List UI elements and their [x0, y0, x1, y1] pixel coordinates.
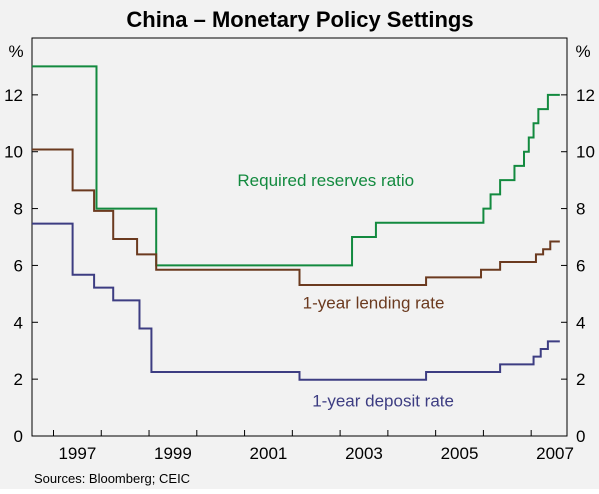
y-tick-label-left: 0	[14, 427, 23, 446]
y-axis-unit-right: %	[575, 42, 590, 61]
y-tick-label-left: 2	[14, 370, 23, 389]
y-tick-label-left: 12	[4, 86, 23, 105]
x-tick-label: 2007	[536, 444, 574, 463]
series-line-3	[32, 222, 560, 381]
x-tick-label: 2001	[250, 444, 288, 463]
x-tick-label: 2003	[345, 444, 383, 463]
y-tick-label-right: 6	[576, 256, 585, 275]
y-tick-label-right: 8	[576, 200, 585, 219]
x-tick-label: 2005	[441, 444, 479, 463]
y-tick-label-left: 6	[14, 256, 23, 275]
source-note: Sources: Bloomberg; CEIC	[34, 471, 190, 486]
x-tick-label: 1997	[58, 444, 96, 463]
y-tick-label-left: 4	[14, 313, 23, 332]
y-tick-label-right: 12	[576, 86, 595, 105]
y-tick-label-right: 10	[576, 143, 595, 162]
x-tick-label: 1999	[154, 444, 192, 463]
y-tick-label-left: 10	[4, 143, 23, 162]
y-tick-label-left: 8	[14, 200, 23, 219]
plot-frame	[31, 37, 568, 437]
y-tick-label-right: 2	[576, 370, 585, 389]
y-tick-label-right: 0	[576, 427, 585, 446]
y-tick-label-right: 4	[576, 313, 585, 332]
series-line-2	[32, 148, 560, 287]
chart-title: China – Monetary Policy Settings	[126, 7, 473, 32]
y-axis-unit-left: %	[8, 42, 23, 61]
series-line-1	[32, 65, 560, 267]
series-label-1: Required reserves ratio	[237, 171, 414, 190]
plot-area: 0 0 2 2 4 4 6 6 8 8 10 10 12 12 1997 1999 2001 2003 2005 20…	[4, 37, 595, 463]
series-label-3: 1-year deposit rate	[312, 391, 454, 410]
series-label-2: 1-year lending rate	[303, 293, 445, 312]
